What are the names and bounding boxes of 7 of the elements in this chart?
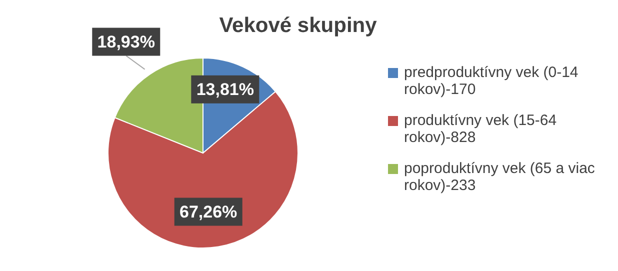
- data-label: 67,26%: [180, 202, 238, 222]
- legend-label: predproduktívny vek (0-14 rokov)-170: [404, 64, 580, 98]
- data-label: 18,93%: [97, 32, 155, 52]
- legend-label: poproduktívny vek (65 a viac rokov)-233: [404, 160, 596, 194]
- legend-label: produktívny vek (15-64 rokov)-828: [404, 112, 558, 146]
- chart-title: Vekové skupiny: [219, 14, 377, 37]
- data-label: 13,81%: [196, 80, 254, 99]
